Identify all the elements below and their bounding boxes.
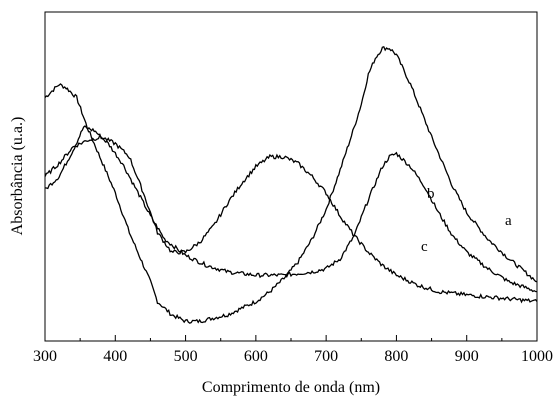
x-axis-ticks: 300 400 500 600 700 800 900 1000	[33, 335, 553, 365]
series-line-a	[44, 45, 538, 324]
plot-frame	[44, 11, 538, 342]
x-tick-label: 500	[174, 348, 198, 365]
x-tick-label: 700	[314, 348, 338, 365]
series-layer	[44, 45, 538, 324]
y-axis-title: Absorbância (u.a.)	[9, 117, 26, 236]
series-label-c: c	[421, 239, 428, 255]
x-tick-label: 400	[103, 348, 127, 365]
series-line-c	[44, 134, 538, 304]
series-labels: a b c	[421, 186, 512, 255]
x-tick-label: 900	[455, 348, 479, 365]
x-axis-title: Comprimento de onda (nm)	[202, 379, 380, 396]
x-tick-label: 600	[244, 348, 268, 365]
x-tick-label: 800	[384, 348, 408, 365]
x-tick-label: 1000	[521, 348, 553, 365]
series-label-b: b	[427, 186, 435, 202]
x-tick-label: 300	[33, 348, 57, 365]
series-line-b	[44, 125, 538, 293]
series-label-a: a	[505, 213, 512, 229]
